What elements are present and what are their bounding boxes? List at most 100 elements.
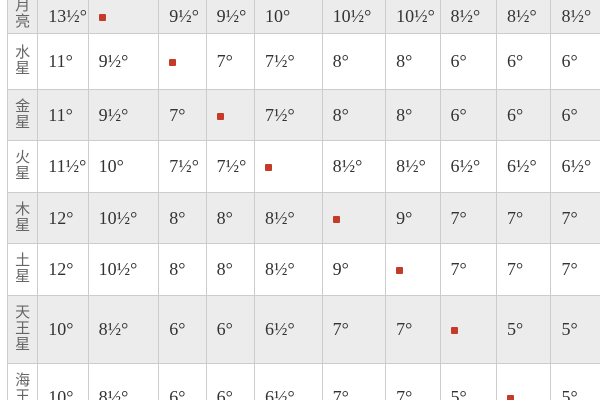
orb-value-cell: 6° <box>439 33 498 90</box>
orb-value-cell: 8½° <box>254 192 323 244</box>
orb-value-cell: 8½° <box>321 140 387 193</box>
row-label: 火星 <box>6 140 39 193</box>
orb-value-cell: 12° <box>37 243 89 296</box>
diagonal-marker-icon <box>265 164 273 172</box>
orb-value-cell: 7° <box>439 243 498 296</box>
orb-value-cell: 10° <box>87 140 160 193</box>
orb-value-cell: 10½° <box>87 243 160 296</box>
orb-value-cell: 6° <box>158 363 207 400</box>
diagonal-marker-icon <box>169 59 177 67</box>
orb-value-cell: 7° <box>321 295 387 364</box>
orb-value-cell: 7° <box>158 89 207 141</box>
row-label-text: 月亮 <box>15 0 31 30</box>
table-row: 水星 11° 9½° 7° 7½° 8° 8° 6° 6° 6° <box>6 33 600 90</box>
orb-value-cell: 8½° <box>439 0 498 34</box>
row-label: 金星 <box>6 89 39 141</box>
orb-value-cell: 10½° <box>321 0 387 34</box>
orb-value-cell: 5° <box>550 295 600 364</box>
orb-value-cell: 8½° <box>87 295 160 364</box>
orb-value-cell: 8° <box>158 243 207 296</box>
orb-value-cell: 7½° <box>254 33 323 90</box>
orb-value-cell: 8½° <box>254 243 323 296</box>
diagonal-marker-icon <box>332 215 340 223</box>
orb-value-cell: 6° <box>158 295 207 364</box>
orb-value-cell: 8° <box>385 89 441 141</box>
row-label: 水星 <box>6 33 39 90</box>
diagonal-marker-cell <box>254 140 323 193</box>
row-label-text: 金星 <box>15 97 31 131</box>
row-label: 天王星 <box>6 295 39 364</box>
orb-value-cell: 8° <box>385 33 441 90</box>
diagonal-marker-icon <box>98 14 106 22</box>
row-label-text: 水星 <box>15 44 31 77</box>
table-row: 金星 11° 9½° 7° 7½° 8° 8° 6° 6° 6° <box>6 89 600 141</box>
orb-value-cell: 12° <box>37 192 89 244</box>
orb-value-cell: 8° <box>205 243 256 296</box>
orb-value-cell: 10½° <box>385 0 441 34</box>
diagonal-marker-cell <box>205 89 256 141</box>
orb-value-cell: 9½° <box>87 89 160 141</box>
orb-value-cell: 7° <box>439 192 498 244</box>
orb-value-cell: 5° <box>496 295 552 364</box>
orb-value-cell: 6° <box>439 89 498 141</box>
orb-value-cell: 8½° <box>87 363 160 400</box>
orb-value-cell: 10° <box>37 295 89 364</box>
orb-value-cell: 8° <box>321 89 387 141</box>
orb-value-cell: 6° <box>205 363 256 400</box>
row-label-text: 木星 <box>15 200 31 234</box>
orb-value-cell: 6½° <box>254 295 323 364</box>
orb-value-cell: 6½° <box>496 140 552 193</box>
orb-value-cell: 7° <box>385 363 441 400</box>
orb-value-cell: 7° <box>321 363 387 400</box>
orb-value-cell: 7° <box>385 295 441 364</box>
orb-value-cell: 6° <box>550 33 600 90</box>
table-row: 木星 12° 10½° 8° 8° 8½° 9° 7° 7° 7° <box>6 192 600 244</box>
row-label: 木星 <box>6 192 39 244</box>
orb-value-cell: 6½° <box>439 140 498 193</box>
orb-value-cell: 9½° <box>205 0 256 34</box>
orb-value-cell: 8½° <box>550 0 600 34</box>
orb-value-cell: 7° <box>496 192 552 244</box>
table-row: 天王星 10° 8½° 6° 6° 6½° 7° 7° 5° 5° <box>6 295 600 364</box>
orb-value-cell: 5° <box>550 363 600 400</box>
diagonal-marker-cell <box>496 363 552 400</box>
orb-value-cell: 7° <box>496 243 552 296</box>
diagonal-marker-cell <box>385 243 441 296</box>
diagonal-marker-cell <box>158 33 207 90</box>
orb-value-cell: 11° <box>37 33 89 90</box>
diagonal-marker-cell <box>439 295 498 364</box>
orb-value-cell: 9° <box>321 243 387 296</box>
orb-value-cell: 7½° <box>158 140 207 193</box>
orb-value-cell: 10° <box>254 0 323 34</box>
diagonal-marker-icon <box>396 267 404 275</box>
row-label: 海王星 <box>6 363 39 400</box>
orb-value-cell: 7° <box>550 192 600 244</box>
orb-value-cell: 6° <box>205 295 256 364</box>
orb-value-cell: 7° <box>550 243 600 296</box>
orb-value-cell: 8° <box>158 192 207 244</box>
row-label-text: 火星 <box>15 149 31 182</box>
diagonal-marker-icon <box>216 112 224 120</box>
orb-value-cell: 8° <box>205 192 256 244</box>
orb-value-cell: 9½° <box>158 0 207 34</box>
orb-value-cell: 6° <box>496 33 552 90</box>
orb-value-cell: 9° <box>385 192 441 244</box>
orb-value-cell: 5° <box>439 363 498 400</box>
row-label-text: 海王星 <box>15 372 31 400</box>
diagonal-marker-cell <box>321 192 387 244</box>
orb-value-cell: 11° <box>37 89 89 141</box>
row-label: 月亮 <box>6 0 39 34</box>
orb-value-cell: 6° <box>496 89 552 141</box>
orb-value-cell: 11½° <box>37 140 89 193</box>
orb-value-cell: 6½° <box>550 140 600 193</box>
orb-table: 月亮 13½° 9½° 9½° 10° 10½° 10½° 8½° 8½° 8½° 水星 11° 9½°… <box>6 0 600 400</box>
orb-value-cell: 7° <box>205 33 256 90</box>
orb-table-body: 月亮 13½° 9½° 9½° 10° 10½° 10½° 8½° 8½° 8½° 水星 11° 9½°… <box>6 0 600 400</box>
table-row: 火星 11½° 10° 7½° 7½° 8½° 8½° 6½° 6½° 6½° <box>6 140 600 193</box>
table-row: 海王星10°8½°6°6°6½°7°7°5°5° <box>6 363 600 400</box>
orb-value-cell: 10½° <box>87 192 160 244</box>
table-row: 月亮 13½° 9½° 9½° 10° 10½° 10½° 8½° 8½° 8½° <box>6 0 600 34</box>
diagonal-marker-icon <box>450 327 458 335</box>
row-label: 土星 <box>6 243 39 296</box>
